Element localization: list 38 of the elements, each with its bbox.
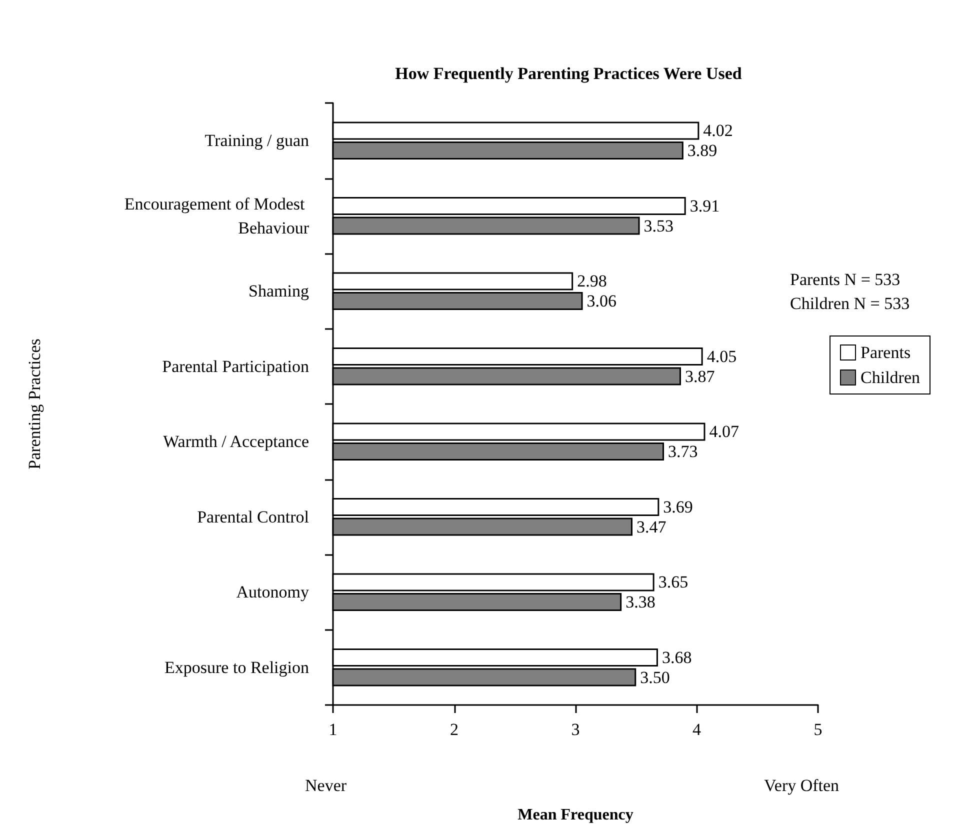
y-tick-label: Exposure to Religion	[164, 658, 310, 677]
y-tick-label: Warmth / Acceptance	[163, 432, 309, 452]
x-tick-label: 2	[450, 720, 458, 739]
data-label: 3.87	[684, 366, 716, 386]
data-label: 3.47	[636, 517, 667, 536]
data-label: 4.05	[706, 346, 737, 366]
chart-title: How Frequently Parenting Practices Were Used	[395, 64, 742, 83]
text: Never	[305, 776, 347, 795]
y-axis-title: Parenting Practices	[25, 338, 44, 470]
data-label: 3.69	[663, 497, 693, 516]
data-label: 3.68	[662, 648, 692, 667]
x-tick-label: 3	[571, 720, 580, 739]
data-label: 3.91	[690, 196, 720, 216]
data-label: 4.07	[709, 422, 740, 442]
data-label: 3.53	[644, 216, 674, 236]
data-label: 3.38	[626, 592, 656, 612]
y-tick-label: Parental Participation	[162, 356, 310, 376]
data-label: 3.50	[640, 668, 670, 687]
legend-label: Children	[860, 368, 920, 387]
y-tick-label: Training / guan	[204, 131, 310, 150]
data-label: 4.02	[703, 121, 733, 140]
y-tick-label: Autonomy	[236, 582, 310, 602]
x-tick-label: 5	[814, 720, 822, 739]
y-tick-label: Shaming	[248, 282, 310, 301]
y-tick-label: Parental Control	[197, 507, 310, 526]
data-label: 3.73	[668, 442, 698, 462]
y-tick-label: Encouragement of Modest Behaviour	[124, 194, 310, 238]
text: Very Often	[764, 776, 840, 795]
x-tick-label: 4	[692, 720, 702, 739]
annotation: Parents N = 533	[790, 270, 900, 289]
legend-label: Parents	[860, 343, 911, 362]
data-label: 2.98	[577, 272, 607, 291]
data-label: 3.89	[687, 141, 718, 160]
data-label: 3.06	[586, 292, 617, 311]
x-tick-label: 1	[328, 720, 338, 739]
annotation: Children N = 533	[790, 294, 910, 313]
x-axis-title: Mean Frequency	[518, 806, 634, 824]
data-label: 3.65	[658, 572, 688, 592]
